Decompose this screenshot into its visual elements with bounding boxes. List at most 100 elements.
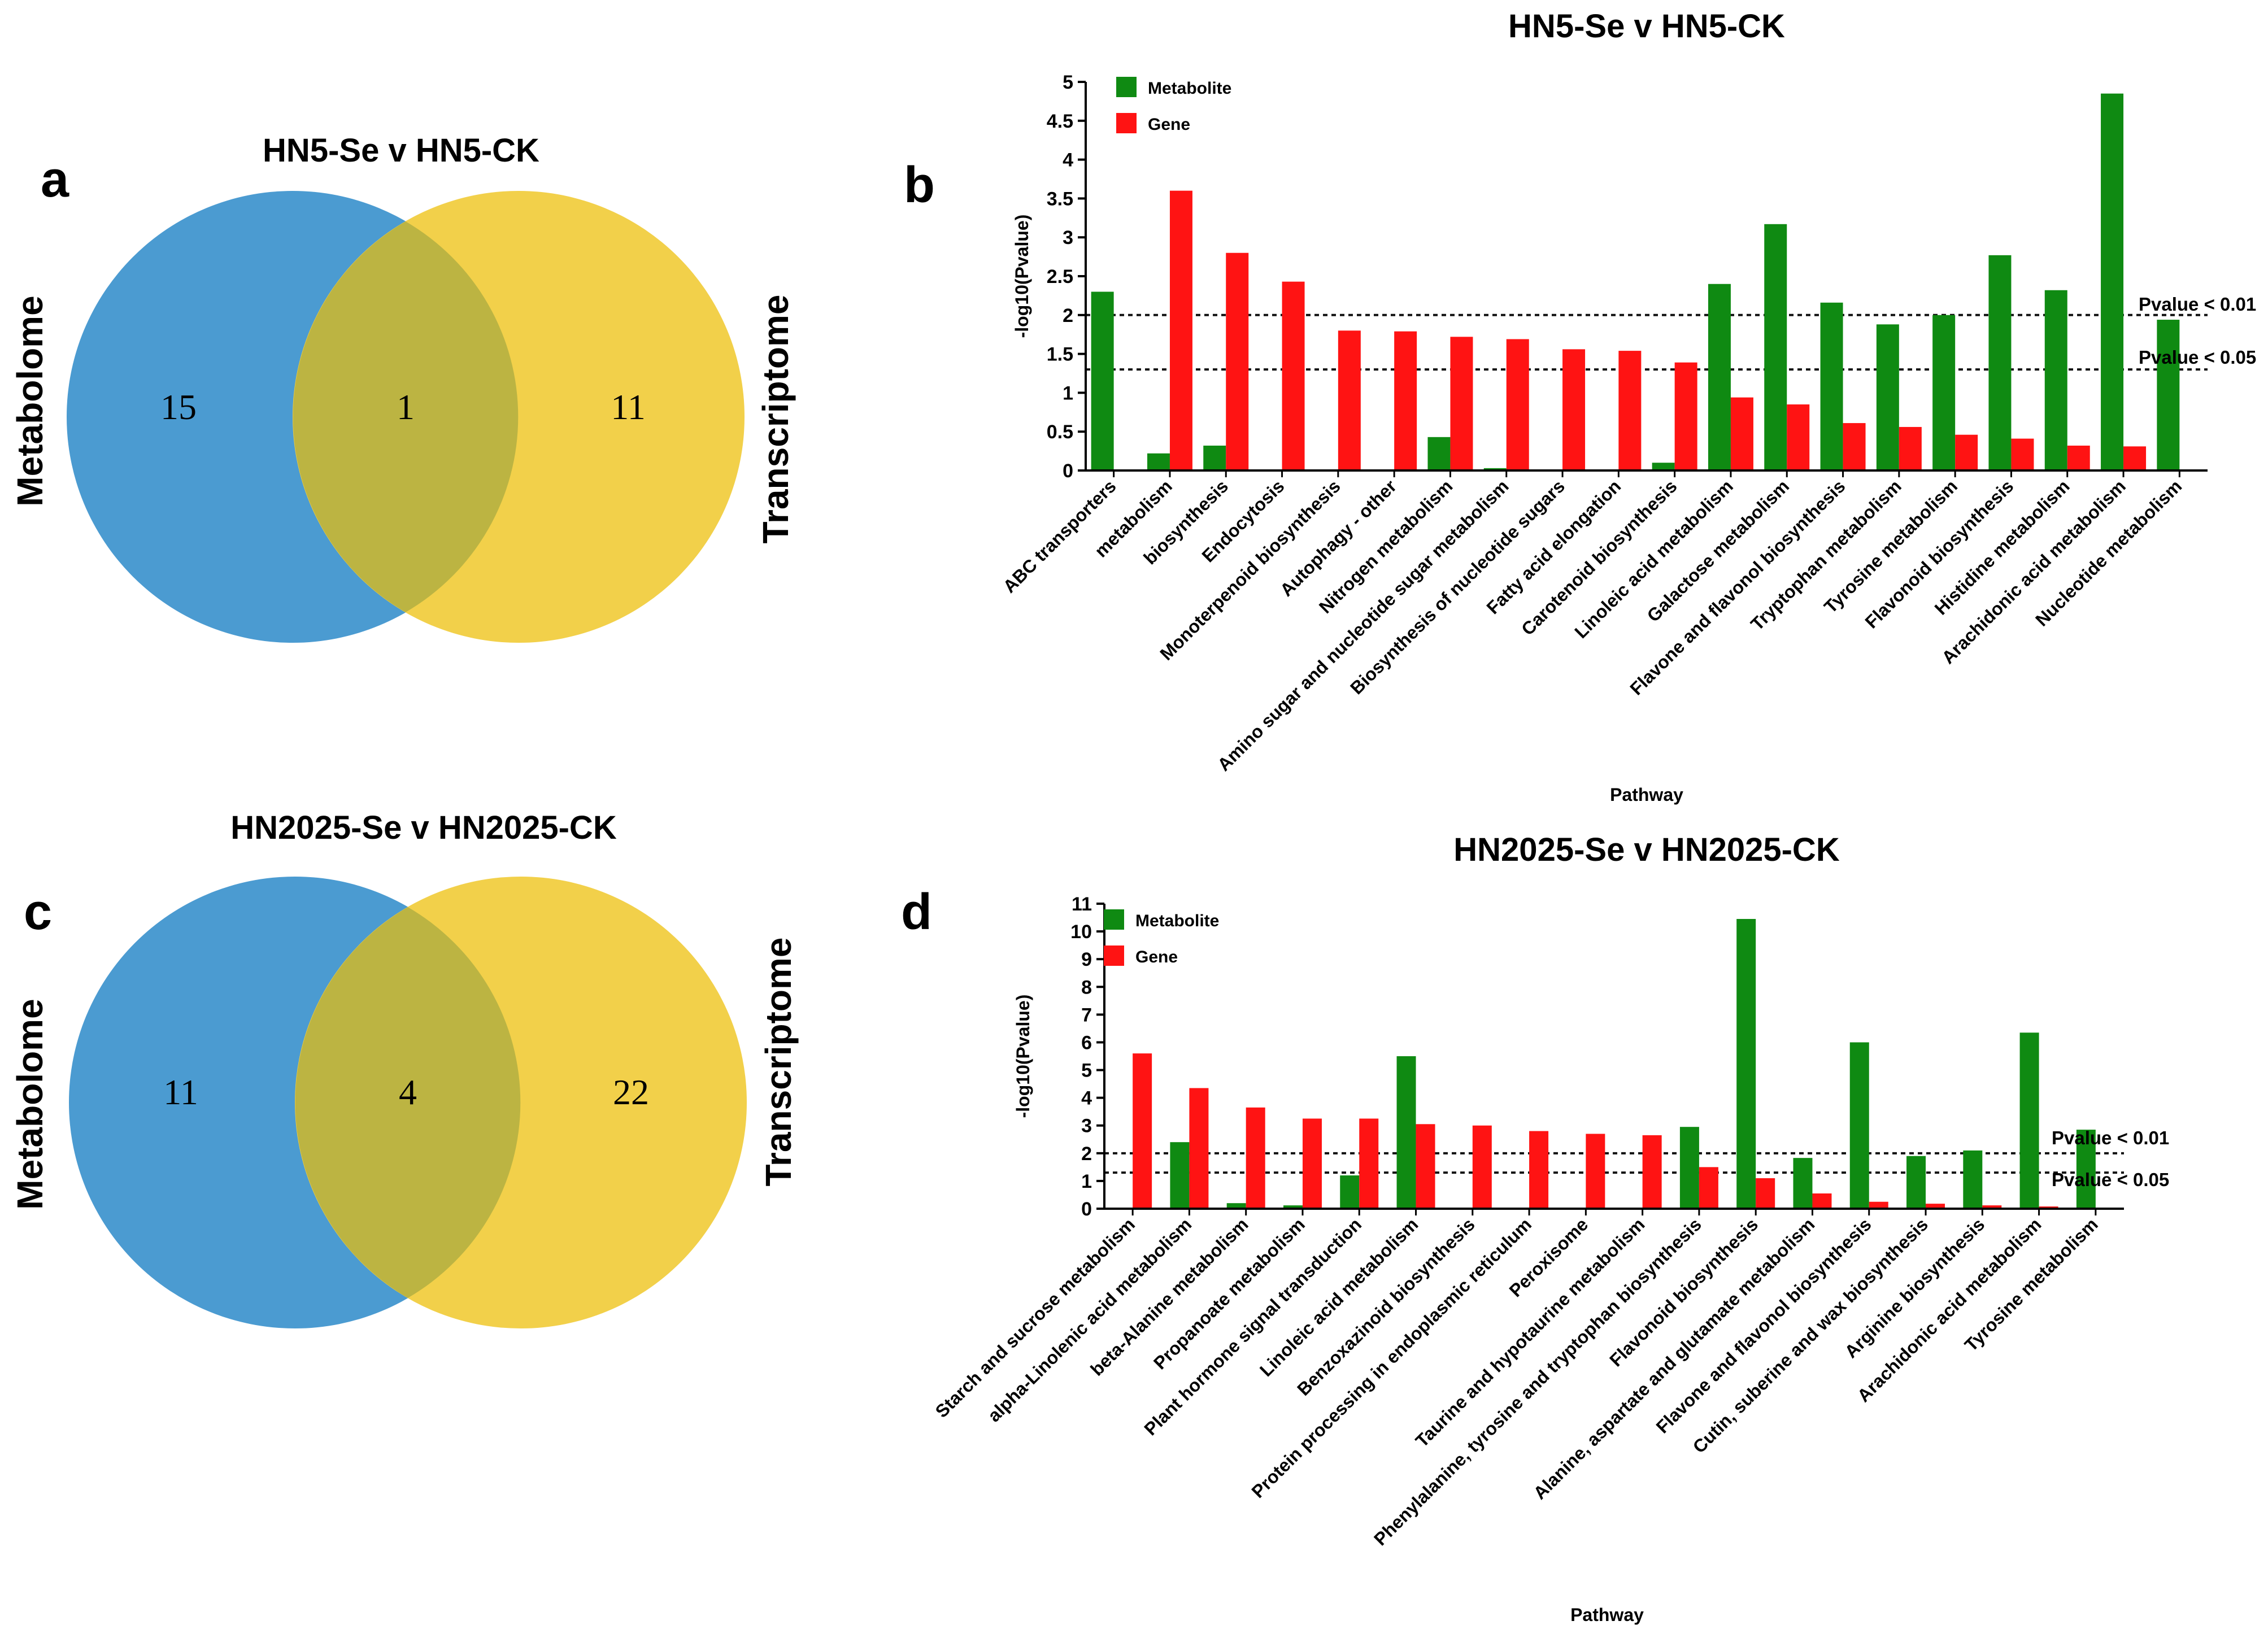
venn-c-right-count: 22 xyxy=(613,1072,649,1112)
y-axis-title: -log10(Pvalue) xyxy=(1012,215,1032,338)
bar-chart-d: HN2025-Se v HN2025-CK 0 1 2 3 4 5 6 7 8 9 10 11 Starc… xyxy=(931,831,2170,1625)
venn-a-overlap-count: 1 xyxy=(397,387,415,427)
gene-bar xyxy=(1586,1134,1605,1209)
gene-bar xyxy=(1338,330,1361,470)
category-label: alpha-Linolenic acid metabolism xyxy=(983,1214,1195,1426)
y-tick-label: 3.5 xyxy=(1047,188,1073,210)
metabolite-bar xyxy=(2076,1130,2096,1209)
gene-bar xyxy=(1730,397,1753,470)
panel-letter-c: c xyxy=(24,884,52,940)
metabolite-bar xyxy=(1226,1203,1246,1209)
gene-bar xyxy=(1899,426,1922,470)
y-tick-label: 6 xyxy=(1081,1032,1092,1053)
gene-bar xyxy=(1699,1167,1718,1209)
metabolite-bar xyxy=(1876,324,1899,470)
metabolite-bar xyxy=(1203,445,1226,470)
y-tick-label: 8 xyxy=(1081,977,1092,998)
gene-bar xyxy=(1282,281,1305,470)
metabolite-bar xyxy=(2044,290,2067,470)
y-tick-label: 0.5 xyxy=(1047,421,1073,443)
legend-metabolite-label: Metabolite xyxy=(1148,79,1231,98)
venn-a-left-count: 15 xyxy=(160,387,197,427)
panel-letter-b: b xyxy=(904,157,935,213)
metabolite-bar xyxy=(1963,1150,1983,1209)
metabolite-bar xyxy=(1708,284,1731,470)
y-tick-label: 2 xyxy=(1081,1143,1092,1165)
y-tick-label: 5 xyxy=(1063,72,1073,93)
gene-bar xyxy=(1246,1107,1265,1209)
venn-c: c HN2025-Se v HN2025-CK 11 4 22 Metabolo… xyxy=(10,809,799,1328)
y-axis-title: -log10(Pvalue) xyxy=(1013,995,1033,1118)
metabolite-bar xyxy=(1849,1042,1869,1209)
threshold-label: Pvalue < 0.01 xyxy=(2139,294,2256,315)
gene-bar xyxy=(1756,1178,1775,1209)
bar-chart-b: HN5-Se v HN5-CK00.511.522.533.544.55ABC … xyxy=(999,8,2257,805)
threshold-label: Pvalue < 0.01 xyxy=(2052,1127,2169,1148)
metabolite-bar xyxy=(1679,1127,1699,1209)
metabolite-bar xyxy=(1091,291,1114,470)
metabolite-bar xyxy=(1764,224,1787,470)
y-tick-label: 3 xyxy=(1081,1116,1092,1137)
gene-bar xyxy=(1359,1118,1379,1209)
gene-bar xyxy=(1926,1204,1945,1209)
chart-title: HN2025-Se v HN2025-CK xyxy=(1453,831,1840,868)
legend-metabolite-label: Metabolite xyxy=(1135,912,1219,930)
metabolite-bar xyxy=(1427,437,1451,470)
venn-c-title: HN2025-Se v HN2025-CK xyxy=(230,809,617,846)
gene-bar xyxy=(1394,331,1417,470)
metabolite-bar xyxy=(1340,1175,1360,1209)
metabolite-bar xyxy=(1932,315,1956,470)
gene-bar xyxy=(1642,1135,1662,1209)
chart-title: HN5-Se v HN5-CK xyxy=(1508,8,1785,45)
x-axis-title: Pathway xyxy=(1570,1605,1644,1625)
gene-bar xyxy=(1618,351,1642,470)
legend-gene-label: Gene xyxy=(1148,115,1190,134)
gene-bar xyxy=(1226,252,1249,470)
gene-bar xyxy=(1982,1205,2002,1209)
metabolite-bar xyxy=(1396,1056,1416,1209)
gene-bar xyxy=(2123,446,2147,470)
venn-c-left-label: Metabolome xyxy=(10,999,50,1209)
metabolite-bar xyxy=(2157,320,2180,470)
gene-bar xyxy=(1529,1131,1549,1209)
venn-a-right-count: 11 xyxy=(611,387,646,427)
gene-bar xyxy=(1787,404,1810,470)
legend-gene-swatch xyxy=(1104,945,1124,966)
gene-bar xyxy=(1955,434,1978,470)
legend-gene-swatch xyxy=(1116,113,1137,133)
gene-bar xyxy=(2067,445,2090,470)
panel-letter-a: a xyxy=(41,151,69,208)
legend-gene-label: Gene xyxy=(1135,948,1178,966)
x-axis-title: Pathway xyxy=(1610,785,1683,805)
venn-c-overlap-region xyxy=(295,907,521,1298)
y-tick-label: 2.5 xyxy=(1047,266,1073,287)
gene-bar xyxy=(1843,423,1866,470)
threshold-label: Pvalue < 0.05 xyxy=(2052,1169,2169,1190)
gene-bar xyxy=(1506,339,1529,470)
y-tick-label: 9 xyxy=(1081,949,1092,970)
gene-bar xyxy=(1674,362,1697,470)
metabolite-bar xyxy=(1283,1205,1303,1209)
y-tick-label: 1 xyxy=(1081,1171,1092,1192)
legend-metabolite-swatch xyxy=(1104,909,1124,930)
venn-a-title: HN5-Se v HN5-CK xyxy=(263,132,539,169)
y-tick-label: 1.5 xyxy=(1047,344,1073,365)
gene-bar xyxy=(1812,1193,1832,1209)
y-tick-label: 10 xyxy=(1070,921,1092,943)
gene-bar xyxy=(1133,1053,1152,1209)
metabolite-bar xyxy=(2101,93,2124,470)
venn-c-right-label: Transcriptome xyxy=(758,937,799,1186)
gene-bar xyxy=(1302,1118,1322,1209)
venn-a-overlap-region xyxy=(293,221,519,612)
metabolite-bar xyxy=(1170,1142,1190,1209)
y-tick-label: 4 xyxy=(1063,150,1073,171)
y-tick-label: 1 xyxy=(1063,382,1073,404)
metabolite-bar xyxy=(1483,468,1507,470)
metabolite-bar xyxy=(1820,302,1843,470)
gene-bar xyxy=(1450,337,1473,470)
panel-letter-d: d xyxy=(901,884,932,940)
gene-bar xyxy=(1562,349,1586,470)
venn-c-overlap-count: 4 xyxy=(399,1072,417,1112)
y-tick-label: 4 xyxy=(1081,1088,1092,1109)
